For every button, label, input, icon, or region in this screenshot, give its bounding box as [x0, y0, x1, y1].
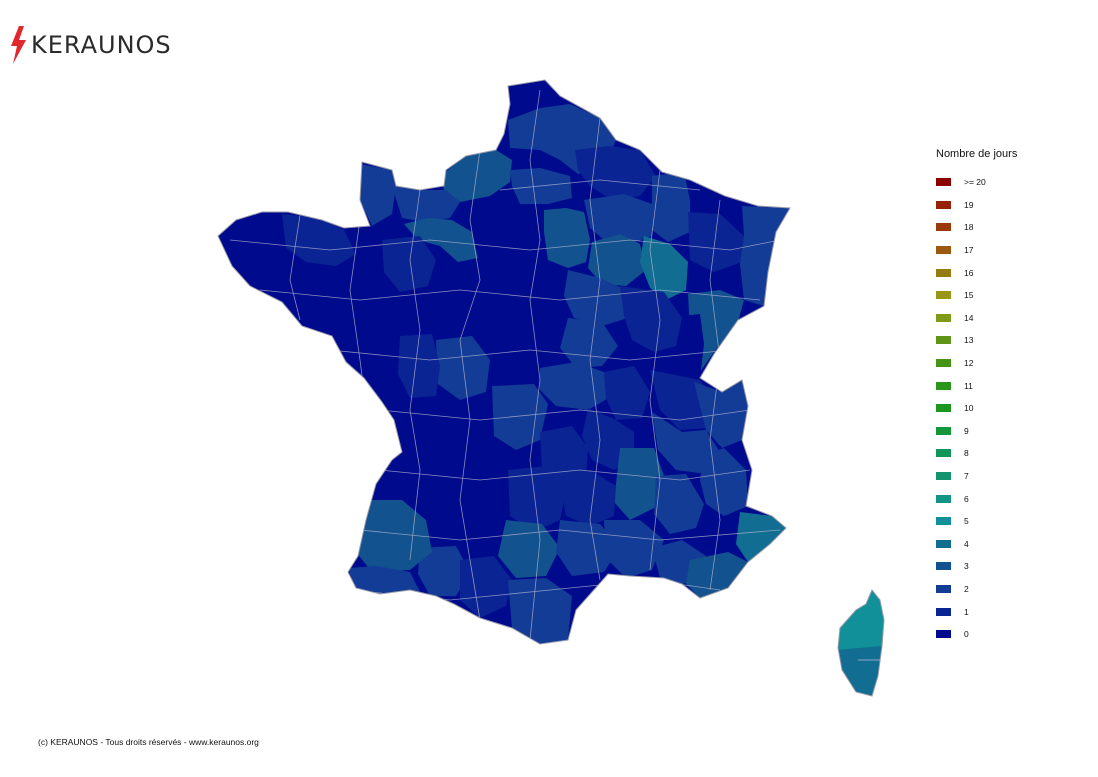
legend-item: 2: [936, 578, 1017, 601]
legend-title: Nombre de jours: [936, 148, 1018, 160]
legend-swatch: [936, 472, 951, 481]
legend-item: 13: [936, 329, 1017, 352]
legend-item: 0: [936, 623, 1017, 646]
legend-item: 10: [936, 397, 1017, 420]
legend-label: 4: [964, 538, 969, 549]
legend-label: 11: [964, 380, 973, 391]
legend-label: 2: [964, 583, 969, 594]
legend-label: 1: [964, 606, 969, 617]
legend-label: 7: [964, 471, 969, 482]
legend-label: 3: [964, 561, 969, 572]
legend-swatch: [936, 449, 951, 458]
legend-swatch: [936, 291, 951, 300]
corsica-fills: [836, 646, 882, 696]
keraunos-logo: KERAUNOS: [8, 26, 172, 64]
legend-label: 10: [964, 403, 974, 414]
legend-label: >= 20: [964, 177, 986, 188]
legend-item: 8: [936, 442, 1017, 465]
legend-label: 17: [964, 245, 974, 256]
legend-items: >= 20 19 18 17 16 15 14 13 12 11 10 9 8 7 6 5 4 3 2 1 0: [936, 171, 1017, 645]
legend-swatch: [936, 246, 951, 255]
legend-swatch: [936, 200, 951, 209]
department-borders: [229, 89, 781, 641]
legend-item: 18: [936, 216, 1017, 239]
legend-label: 0: [964, 629, 969, 640]
legend-swatch: [936, 404, 951, 413]
legend-item: 11: [936, 374, 1017, 397]
legend-item: 16: [936, 261, 1017, 284]
legend: Nombre de jours >= 20 19 18 17 16 15 14 13 12 11 1…: [936, 148, 1017, 645]
legend-item: 1: [936, 600, 1017, 623]
legend-swatch: [936, 517, 951, 526]
legend-swatch: [936, 539, 951, 548]
legend-swatch: [936, 607, 951, 616]
copyright-notice: (c) KERAUNOS - Tous droits réservés - ww…: [38, 737, 259, 747]
logo-text: KERAUNOS: [31, 31, 172, 59]
legend-label: 9: [964, 425, 969, 436]
legend-item: 4: [936, 533, 1017, 556]
legend-item: 5: [936, 510, 1017, 533]
legend-item: >= 20: [936, 171, 1017, 194]
legend-swatch: [936, 426, 951, 435]
legend-label: 15: [964, 290, 974, 301]
legend-item: 6: [936, 487, 1017, 510]
legend-label: 16: [964, 267, 974, 278]
legend-swatch: [936, 178, 951, 187]
legend-label: 12: [964, 358, 974, 369]
legend-label: 14: [964, 312, 974, 323]
legend-item: 12: [936, 352, 1017, 375]
legend-swatch: [936, 584, 951, 593]
legend-swatch: [936, 313, 951, 322]
legend-item: 19: [936, 194, 1017, 217]
legend-swatch: [936, 381, 951, 390]
legend-label: 18: [964, 222, 974, 233]
legend-item: 15: [936, 284, 1017, 307]
legend-item: 7: [936, 465, 1017, 488]
legend-swatch: [936, 359, 951, 368]
legend-item: 9: [936, 420, 1017, 443]
legend-label: 19: [964, 199, 974, 210]
legend-swatch: [936, 268, 951, 277]
legend-swatch: [936, 562, 951, 571]
legend-item: 3: [936, 555, 1017, 578]
legend-label: 6: [964, 493, 969, 504]
legend-swatch: [936, 336, 951, 345]
legend-label: 8: [964, 448, 969, 459]
legend-label: 5: [964, 516, 969, 527]
legend-label: 13: [964, 335, 974, 346]
legend-item: 14: [936, 307, 1017, 330]
legend-swatch: [936, 494, 951, 503]
legend-swatch: [936, 223, 951, 232]
legend-swatch: [936, 630, 951, 639]
lightning-bolt-icon: [11, 26, 26, 64]
legend-item: 17: [936, 239, 1017, 262]
